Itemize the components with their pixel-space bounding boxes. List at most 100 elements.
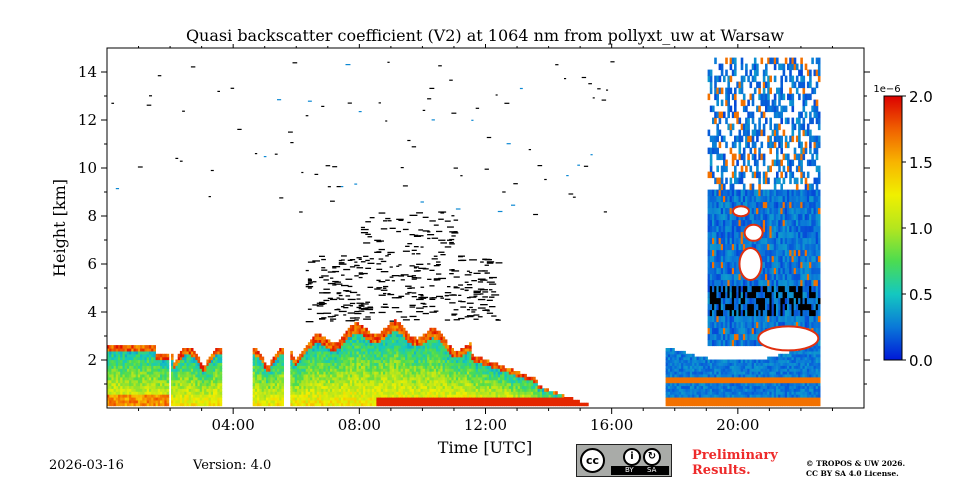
- heat-cell: [376, 368, 379, 372]
- heat-cell: [533, 385, 536, 389]
- heat-cell: [407, 397, 410, 401]
- heat-cell: [332, 376, 335, 381]
- heat-cell: [482, 371, 485, 375]
- heat-cell: [471, 388, 474, 392]
- heat-cell: [672, 373, 675, 378]
- heat-cell: [681, 388, 684, 392]
- heat-cell: [316, 368, 320, 372]
- heat-cell: [387, 342, 390, 346]
- heat-cell: [528, 388, 532, 392]
- heat-cell: [188, 399, 192, 404]
- heat-cell: [182, 362, 185, 366]
- heat-cell: [157, 373, 161, 378]
- heat-cell: [341, 385, 344, 389]
- heat-cell: [422, 350, 426, 355]
- heat-cell: [424, 388, 428, 392]
- heat-cell: [347, 350, 351, 355]
- heat-cell: [281, 388, 284, 392]
- heat-cell: [332, 397, 335, 401]
- heat-cell: [299, 388, 302, 392]
- heat-cell: [670, 359, 673, 363]
- heat-cell: [427, 402, 430, 407]
- heat-cell: [365, 345, 368, 349]
- heat-cell: [142, 365, 145, 369]
- heat-cell: [398, 345, 401, 349]
- heat-cell: [323, 379, 326, 384]
- heat-cell: [109, 397, 112, 401]
- heat-cell: [431, 373, 435, 378]
- heat-cell: [268, 385, 271, 389]
- noise-speck: [299, 211, 303, 213]
- heat-cell: [380, 402, 384, 407]
- heat-cell: [307, 350, 311, 355]
- heat-cell: [422, 399, 426, 404]
- heat-cell: [466, 391, 470, 395]
- heat-cell: [431, 359, 435, 363]
- heat-cell: [217, 402, 220, 407]
- heat-cell: [219, 371, 223, 375]
- heat-cell: [493, 397, 496, 401]
- heat-cell: [561, 397, 565, 401]
- heat-cell: [424, 394, 428, 398]
- aerosol-streak: [451, 294, 456, 296]
- heat-cell: [303, 356, 307, 361]
- heat-cell: [343, 353, 346, 358]
- heat-cell: [204, 391, 207, 395]
- heat-cell: [323, 399, 326, 404]
- heat-cell: [466, 362, 470, 366]
- heat-cell: [157, 362, 161, 366]
- heat-cell: [508, 379, 512, 384]
- heat-cell: [424, 365, 428, 369]
- heat-cell: [312, 376, 315, 381]
- heat-cell: [394, 391, 397, 395]
- heat-cell: [685, 382, 689, 387]
- heat-cell: [122, 402, 126, 407]
- heat-cell: [420, 373, 424, 378]
- heat-cell: [497, 402, 501, 407]
- heat-cell: [338, 365, 342, 369]
- heat-cell: [438, 365, 441, 369]
- aerosol-streak: [312, 304, 319, 306]
- heat-cell: [579, 402, 583, 407]
- cloud-cell: [709, 291, 713, 299]
- heat-cell: [433, 330, 437, 335]
- heat-cell: [338, 385, 342, 389]
- heat-cell: [391, 382, 395, 387]
- heat-cell: [469, 350, 472, 355]
- heat-cell: [272, 388, 276, 392]
- heat-cell: [484, 391, 488, 395]
- heat-cell: [166, 385, 170, 389]
- cloud-cell: [714, 309, 717, 317]
- noise-speck: [301, 171, 304, 174]
- heat-cell: [182, 371, 185, 375]
- heat-cell: [294, 373, 298, 378]
- aerosol-streak: [436, 273, 442, 275]
- heat-cell: [396, 399, 399, 404]
- heat-cell: [548, 402, 552, 407]
- heat-cell: [137, 379, 141, 384]
- cloud-cell: [709, 285, 713, 293]
- aerosol-streak: [409, 315, 417, 318]
- heat-cell: [151, 382, 154, 387]
- heat-cell: [670, 362, 673, 366]
- heat-cell: [438, 397, 441, 401]
- heat-cell: [444, 353, 448, 358]
- heat-cell: [694, 356, 697, 361]
- heat-cell: [480, 394, 483, 398]
- heat-cell: [109, 399, 112, 404]
- heat-cell: [115, 345, 119, 349]
- heat-cell: [416, 353, 419, 358]
- heat-cell: [416, 371, 419, 375]
- aerosol-streak: [305, 284, 310, 286]
- heat-cell: [453, 397, 457, 401]
- aerosol-streak: [376, 279, 381, 281]
- heat-cell: [519, 391, 523, 395]
- heat-cell: [305, 391, 309, 395]
- cloud-cell: [718, 117, 722, 125]
- heat-cell: [327, 391, 331, 395]
- heat-cell: [142, 391, 145, 395]
- heat-cell: [665, 365, 669, 369]
- heat-cell: [389, 345, 393, 349]
- heat-cell: [451, 368, 454, 372]
- heat-cell: [372, 397, 375, 401]
